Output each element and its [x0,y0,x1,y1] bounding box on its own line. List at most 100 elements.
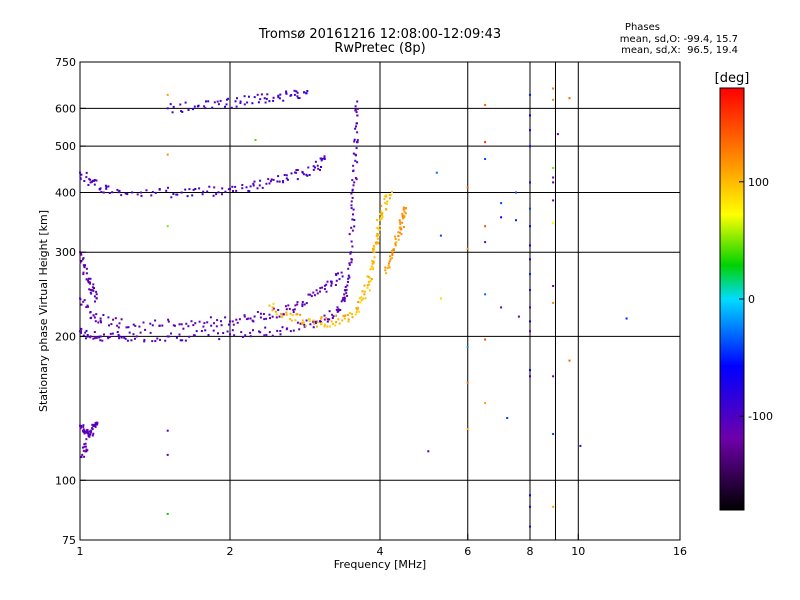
trace-point [312,165,315,168]
trace-point [172,105,175,108]
trace-point [296,178,299,181]
trace-point [271,334,274,337]
trace-point [392,249,395,251]
trace-point [354,127,357,130]
trace-point [359,301,362,304]
trace-point [245,186,248,189]
trace-point [342,297,345,299]
x-tick-label: 1 [77,545,84,558]
trace-point [334,284,337,286]
trace-point [87,184,90,186]
trace-point [84,264,87,267]
trace-point [323,156,326,159]
trace-point [243,103,246,106]
trace-point [363,284,366,287]
trace-point [82,264,85,267]
trace-point [98,188,101,191]
x-tick-label: 10 [571,545,585,558]
trace-point [397,235,400,237]
trace-point [88,430,91,433]
scatter-point [466,247,469,250]
scatter-point [166,225,169,228]
trace-point [372,245,375,247]
y-tick-label: 750 [55,56,76,69]
trace-point [268,100,271,103]
y-tick-label: 600 [55,102,76,115]
trace-point [85,431,87,434]
trace-point [360,299,363,302]
trace-point [110,323,113,326]
trace-point [293,308,296,311]
trace-point [211,106,214,109]
trace-point [224,316,227,319]
trace-point [239,100,242,103]
trace-point [212,329,215,332]
trace-point [391,250,393,253]
trace-point [401,215,404,218]
trace-point [350,207,353,210]
scatter-point [529,207,531,210]
trace-point [387,264,390,267]
trace-point [402,206,405,209]
scatter-point [529,145,531,148]
trace-point [277,96,280,99]
scatter-point [529,306,531,309]
axes: 1 2 4 6 8 10 16 75 100 200 300 400 500 600 750 Frequenc… [37,56,687,571]
trace-point [227,188,230,191]
trace-point [123,336,126,339]
trace-point [282,313,285,316]
trace-point [285,311,288,314]
trace-point [239,102,242,104]
trace-point [376,232,379,235]
trace-point [286,327,289,330]
trace-point [292,329,295,332]
trace-point [319,290,321,293]
trace-point [181,339,184,342]
trace-point [241,187,244,190]
trace-point [200,330,203,332]
trace-point [351,245,354,248]
trace-point [401,221,404,224]
trace-point [348,276,351,279]
trace-point [227,323,230,326]
trace-point [372,261,375,264]
trace-point [256,311,259,313]
trace-point [178,323,181,326]
trace-point [335,321,338,324]
trace-point [259,316,262,319]
trace-point [86,334,89,336]
trace-point [371,262,374,265]
trace-point [394,244,397,247]
trace-point [252,182,255,185]
trace-point [314,320,317,323]
trace-point [403,216,406,219]
scatter-point [435,171,438,174]
trace-point [241,184,244,186]
trace-point [296,303,299,306]
trace-point [309,323,312,326]
trace-point [83,432,86,435]
trace-point [268,304,271,307]
trace-point [82,334,85,337]
trace-point [216,100,219,103]
trace-point [355,307,358,310]
trace-point [296,169,299,171]
data-points [79,87,628,528]
trace-point [270,178,273,181]
trace-point [116,324,119,327]
trace-point [151,340,154,343]
scatter-point [568,97,571,100]
trace-point [89,282,91,285]
trace-point [105,187,108,190]
trace-point [301,319,304,322]
scatter-point [529,225,531,228]
trace-point [351,313,353,316]
trace-point [175,336,178,339]
trace-point [80,303,83,306]
trace-point [350,251,353,254]
trace-point [295,169,298,171]
trace-point [400,228,403,231]
trace-point [93,183,96,186]
trace-point [84,442,87,445]
trace-point [321,157,324,160]
